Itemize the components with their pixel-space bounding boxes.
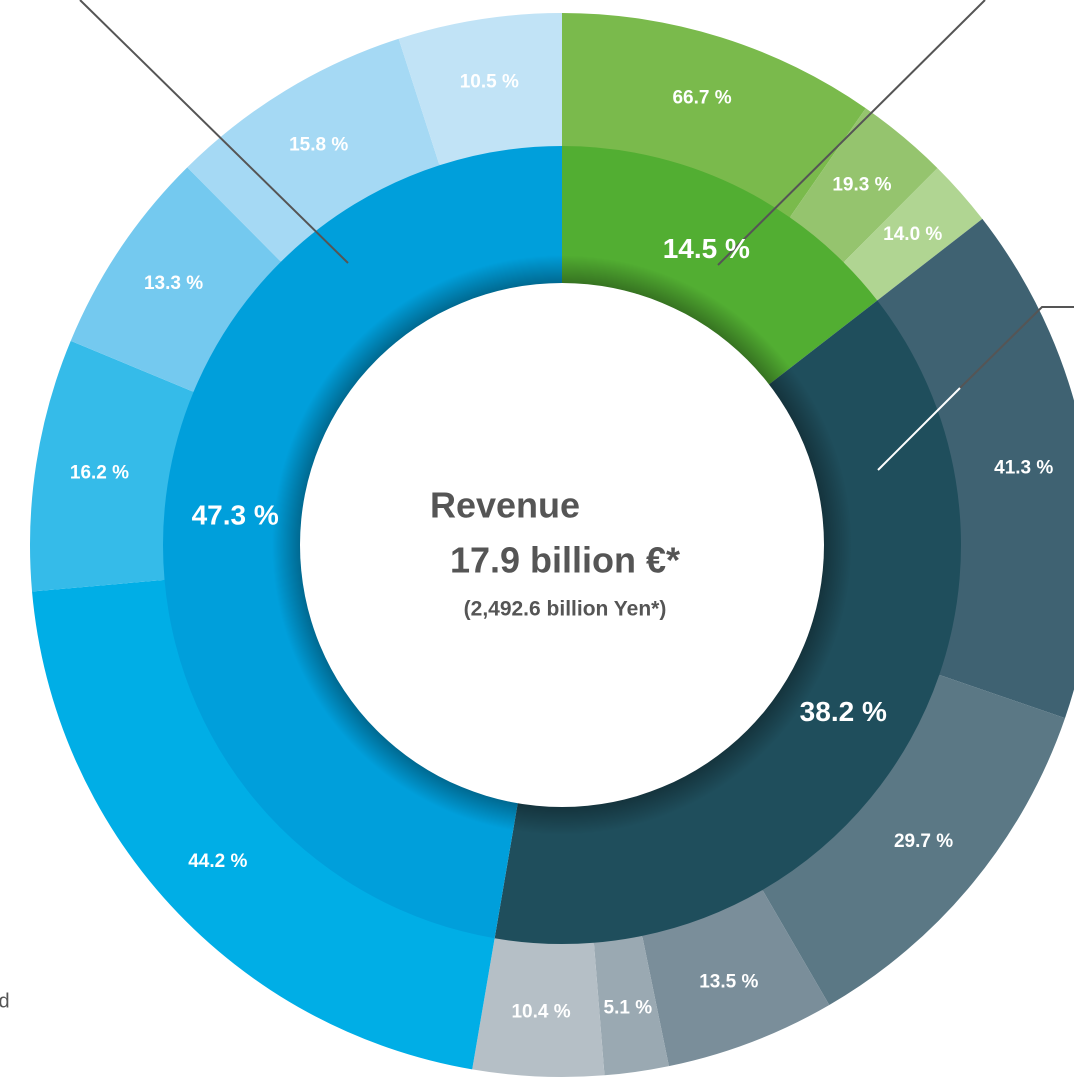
outer-segment <box>398 13 562 166</box>
outer-segment <box>187 38 440 262</box>
outer-segment <box>472 938 605 1077</box>
inner-label: 38.2 % <box>800 696 887 727</box>
center-sub: (2,492.6 billion Yen*) <box>464 598 667 621</box>
outer-segment <box>562 13 866 218</box>
inner-segment <box>494 299 962 946</box>
outer-segment <box>789 108 938 263</box>
inner-label: 47.3 % <box>192 500 279 531</box>
outer-label: 14.0 % <box>883 224 942 245</box>
outer-label: 19.3 % <box>832 175 891 196</box>
leader-line <box>877 387 961 471</box>
outer-label: 29.7 % <box>894 831 953 852</box>
outer-label: 66.7 % <box>672 87 731 108</box>
hole <box>300 283 824 807</box>
outer-segment <box>877 218 1074 719</box>
outer-label: 15.8 % <box>289 134 348 155</box>
outer-segment <box>32 579 495 1070</box>
center-title: Revenue <box>430 485 580 526</box>
leader-line <box>959 306 1074 389</box>
inner-segment <box>161 145 562 940</box>
inner-label: 14.5 % <box>663 233 750 264</box>
outer-label: 41.3 % <box>994 458 1053 479</box>
outer-segment <box>642 889 830 1067</box>
inner-segment <box>562 145 879 386</box>
outer-segment <box>593 935 669 1076</box>
outer-label: 16.2 % <box>70 463 129 484</box>
outer-label: 10.5 % <box>460 72 519 93</box>
outer-label: 44.2 % <box>188 851 247 872</box>
center-total: 17.9 billion €* <box>450 540 680 581</box>
outer-segment <box>843 168 983 301</box>
outer-segment <box>762 674 1066 1005</box>
outer-segment <box>30 340 194 592</box>
rings <box>30 13 1074 1077</box>
outer-label: 13.3 % <box>144 273 203 294</box>
annotation: d <box>0 990 10 1012</box>
outer-segment <box>70 167 281 392</box>
outer-label: 10.4 % <box>511 1002 570 1023</box>
leader-line <box>79 0 349 264</box>
outer-label: 13.5 % <box>699 971 758 992</box>
leader-line <box>717 0 986 266</box>
outer-label: 5.1 % <box>604 997 653 1018</box>
